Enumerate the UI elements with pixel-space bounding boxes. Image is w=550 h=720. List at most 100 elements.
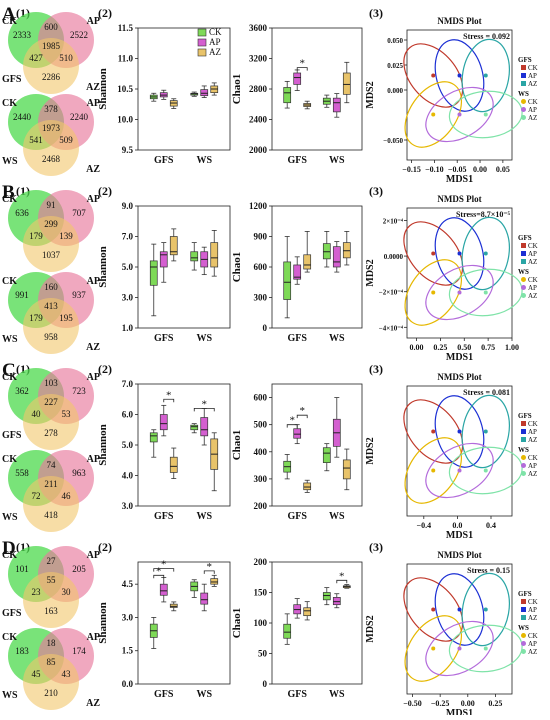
legend-marker xyxy=(521,633,526,638)
venn-count: 160 xyxy=(44,282,58,292)
x-category-label: WS xyxy=(329,333,345,344)
box-body xyxy=(342,242,351,259)
venn-group-label: WS xyxy=(2,334,18,345)
legend-label: CK xyxy=(528,598,538,606)
venn-count: 1037 xyxy=(42,250,61,260)
significance-star: * xyxy=(166,389,172,401)
legend-marker xyxy=(521,421,526,426)
legend-marker xyxy=(521,615,526,620)
venn-diagram: 183 174 18 85 45 43 210 CK AP WS AZ xyxy=(2,628,100,710)
legend-label: AP xyxy=(209,37,221,47)
y-tick-label: 2800 xyxy=(249,84,268,94)
x-tick-label: 0.50 xyxy=(457,343,471,352)
venn-count: 2522 xyxy=(70,30,88,40)
legend-marker xyxy=(521,599,526,604)
plot-frame xyxy=(406,563,513,695)
y-axis-label: MDS2 xyxy=(365,81,376,108)
box-sublabel: (2) xyxy=(98,540,112,554)
y-tick-label: 7.0 xyxy=(122,379,134,389)
nmds-sublabel: (3) xyxy=(369,184,383,198)
y-tick-label: 0.025 xyxy=(387,62,403,70)
legend-label: CK xyxy=(528,420,538,428)
significance-bracket xyxy=(193,408,215,412)
plot-frame xyxy=(271,561,363,685)
legend-marker xyxy=(521,463,526,468)
venn-count: 46 xyxy=(62,491,72,501)
y-tick-label: 4.0 xyxy=(122,471,134,481)
box-plot-chao1: 2000 2400 2800 3200 3600 Chao1 GFS WS * xyxy=(231,23,363,166)
group-ellipse xyxy=(461,572,510,647)
box-body xyxy=(293,72,302,85)
significance-star: * xyxy=(161,559,167,571)
sample-point xyxy=(457,468,462,473)
sample-point xyxy=(483,112,488,117)
venn-circle xyxy=(23,216,79,272)
box-body xyxy=(342,72,351,95)
legend-label: AP xyxy=(528,72,537,80)
venn-count: 18 xyxy=(47,638,57,648)
venn-circle xyxy=(23,654,79,710)
nmds-sublabel: (3) xyxy=(369,540,383,554)
y-tick-label: 11.0 xyxy=(118,54,134,64)
significance-bracket xyxy=(153,568,175,572)
venn-count: 53 xyxy=(62,409,72,419)
nmds-plot: NMDS Plot Stress = 0.081 −0.4 0.0 0.4 MDS1 MDS… xyxy=(365,372,538,541)
venn-count: 937 xyxy=(72,290,86,300)
significance-bracket xyxy=(296,414,308,419)
venn-circle xyxy=(23,394,79,450)
y-tick-label: 3.0 xyxy=(122,501,134,511)
venn-count: 72 xyxy=(32,491,41,501)
legend-label: AP xyxy=(528,284,537,292)
venn-diagram: 2333 2522 600 1985 427 510 2286 CK AP GFS AZ xyxy=(2,12,100,94)
y-axis-label: MDS2 xyxy=(365,259,376,286)
sample-point xyxy=(483,251,488,256)
y-tick-label: 9.5 xyxy=(122,145,134,155)
legend-marker xyxy=(521,81,526,86)
venn-count: 40 xyxy=(32,409,42,419)
legend-marker xyxy=(521,115,526,120)
x-axis-label: MDS1 xyxy=(446,708,473,715)
venn-count: 30 xyxy=(62,587,72,597)
x-category-label: GFS xyxy=(287,689,307,700)
sample-point xyxy=(457,290,462,295)
y-tick-label: 600 xyxy=(254,393,268,403)
venn-set-label: CK xyxy=(2,194,17,205)
significance-star: * xyxy=(339,570,345,582)
venn-count: 707 xyxy=(72,208,86,218)
y-tick-label: 3.0 xyxy=(122,293,134,303)
y-tick-label: 500 xyxy=(254,420,268,430)
venn-count: 45 xyxy=(32,669,42,679)
legend-label: CK xyxy=(528,98,538,106)
venn-set-label: AZ xyxy=(86,164,100,175)
x-tick-label: 0.75 xyxy=(481,343,495,352)
venn-count: 723 xyxy=(72,386,86,396)
venn-group-label: GFS xyxy=(2,430,22,441)
x-axis-label: MDS1 xyxy=(446,174,473,185)
y-tick-label: 10.0 xyxy=(117,115,133,125)
legend-marker xyxy=(521,293,526,298)
y-tick-label: 3.0 xyxy=(122,612,134,622)
venn-set-label: CK xyxy=(2,276,17,287)
legend-label: CK xyxy=(528,276,538,284)
venn-count: 101 xyxy=(15,564,29,574)
box-body xyxy=(322,243,331,260)
box-body xyxy=(190,424,199,431)
y-tick-label: −0.050 xyxy=(383,137,403,145)
x-category-label: GFS xyxy=(287,511,307,522)
significance-bracket xyxy=(286,424,298,428)
significance-bracket xyxy=(163,398,175,403)
significance-star: * xyxy=(299,58,305,70)
legend-group-label: GFS xyxy=(518,412,532,420)
y-tick-label: 0 xyxy=(263,679,268,689)
legend-group-label: WS xyxy=(518,268,529,276)
y-tick-label: 1.0 xyxy=(122,323,134,333)
venn-count: 195 xyxy=(59,313,73,323)
group-ellipse xyxy=(425,86,494,143)
sample-point xyxy=(457,112,462,117)
significance-bracket xyxy=(203,570,215,574)
sample-point xyxy=(431,429,436,434)
y-tick-label: 0.0 xyxy=(122,679,134,689)
